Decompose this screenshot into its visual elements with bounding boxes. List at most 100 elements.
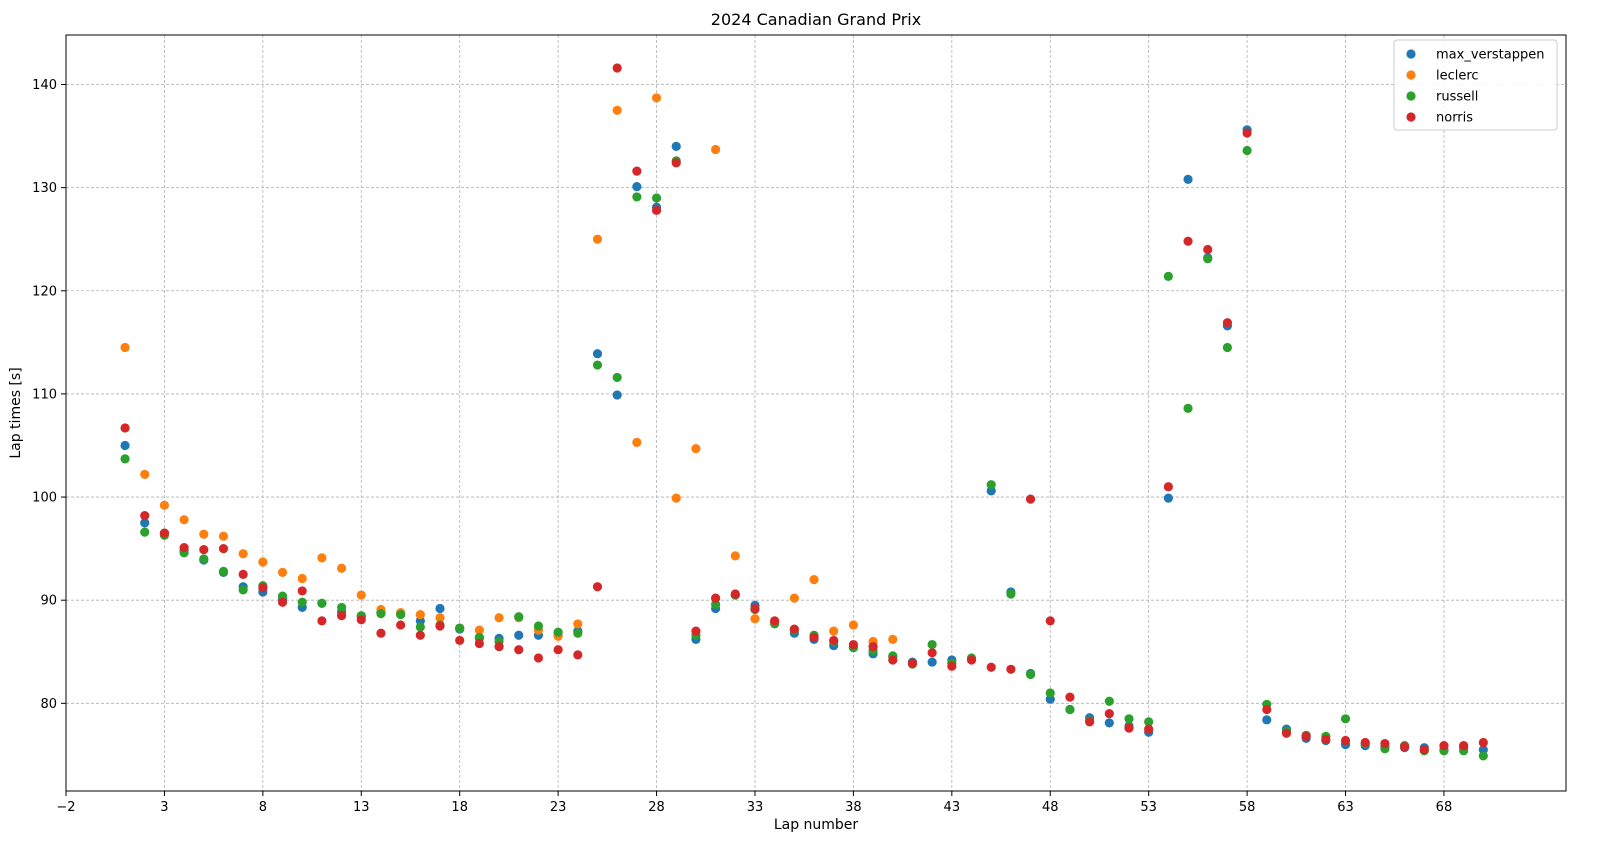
data-point <box>691 626 701 636</box>
y-tick-label: 130 <box>32 181 57 196</box>
data-point <box>1222 342 1233 353</box>
data-point <box>848 639 859 650</box>
data-point <box>376 609 386 619</box>
data-point <box>140 511 150 521</box>
data-point <box>907 658 918 668</box>
data-point <box>1340 735 1351 746</box>
x-tick-label: 48 <box>1042 800 1059 815</box>
data-point <box>592 234 603 244</box>
legend-entry-label: max_verstappen <box>1436 48 1544 63</box>
data-point <box>829 635 839 646</box>
legend-marker <box>1406 112 1416 122</box>
data-point <box>415 622 425 632</box>
data-point <box>1183 174 1193 184</box>
data-point <box>1025 494 1036 504</box>
data-point <box>573 650 583 660</box>
data-point <box>140 518 150 528</box>
data-point <box>238 549 248 559</box>
data-point <box>533 653 544 663</box>
x-tick-label: 68 <box>1436 800 1453 815</box>
data-point <box>356 590 366 600</box>
data-point <box>730 551 740 561</box>
data-point <box>1380 738 1390 749</box>
data-point <box>573 628 583 638</box>
data-point <box>829 626 839 636</box>
data-point <box>868 642 878 652</box>
data-point <box>1025 669 1036 680</box>
data-point <box>1321 734 1331 745</box>
data-point <box>612 63 622 73</box>
legend-entry-label: russell <box>1436 90 1478 105</box>
data-point <box>927 648 937 658</box>
data-point <box>218 566 229 576</box>
data-point <box>140 527 150 537</box>
data-point <box>888 655 898 665</box>
data-point <box>1045 688 1055 698</box>
data-point <box>1399 742 1410 752</box>
x-tick-label: −2 <box>56 800 75 815</box>
data-point <box>514 630 524 640</box>
data-point <box>592 360 603 370</box>
data-point <box>120 423 130 433</box>
data-point <box>356 615 366 625</box>
legend-entry-label: leclerc <box>1436 69 1479 84</box>
x-tick-label: 53 <box>1140 800 1157 815</box>
data-point <box>258 557 268 567</box>
data-point <box>927 639 937 650</box>
y-axis-ticks: 80 90 100 110 120 130 140 <box>32 78 66 712</box>
data-point <box>533 621 544 631</box>
data-point <box>848 620 859 630</box>
data-point <box>376 628 386 638</box>
data-point <box>179 515 189 525</box>
data-point <box>711 593 721 603</box>
data-point <box>1183 236 1193 246</box>
data-point <box>1360 737 1370 748</box>
data-point <box>1006 664 1016 674</box>
data-point <box>336 611 347 621</box>
x-tick-label: 13 <box>353 800 370 815</box>
data-point <box>455 635 465 646</box>
data-point <box>888 634 898 644</box>
data-point <box>671 158 681 168</box>
data-point <box>1203 244 1213 255</box>
legend-marker <box>1406 91 1416 101</box>
data-point <box>1242 145 1252 156</box>
data-point <box>1301 731 1311 741</box>
data-point <box>711 144 721 155</box>
y-tick-label: 140 <box>32 78 57 93</box>
data-point <box>632 166 642 176</box>
data-point <box>1065 692 1075 702</box>
data-point <box>1203 254 1213 264</box>
data-point <box>455 623 465 633</box>
data-point <box>651 193 662 203</box>
data-point <box>1183 403 1193 413</box>
data-point <box>671 493 681 503</box>
data-point <box>238 585 248 595</box>
data-point <box>179 542 189 553</box>
legend-box <box>1393 39 1558 131</box>
data-point <box>691 443 701 454</box>
data-point <box>435 621 445 631</box>
data-point <box>1262 715 1272 725</box>
data-point <box>1163 493 1173 503</box>
data-point <box>514 645 524 655</box>
legend-entry-label: norris <box>1436 111 1473 126</box>
data-point <box>415 610 425 620</box>
data-point <box>120 342 130 353</box>
data-point <box>612 390 622 400</box>
x-axis-label: Lap number <box>774 817 859 833</box>
data-point <box>218 544 229 554</box>
data-point <box>494 642 504 652</box>
data-point <box>651 205 662 215</box>
data-point <box>1222 318 1233 328</box>
data-point <box>277 567 288 577</box>
x-tick-label: 18 <box>451 800 468 815</box>
data-point <box>1124 723 1134 733</box>
x-tick-label: 43 <box>944 800 961 815</box>
data-point <box>1085 717 1095 727</box>
data-point <box>632 437 642 447</box>
data-point <box>632 182 642 192</box>
data-point <box>612 105 622 115</box>
